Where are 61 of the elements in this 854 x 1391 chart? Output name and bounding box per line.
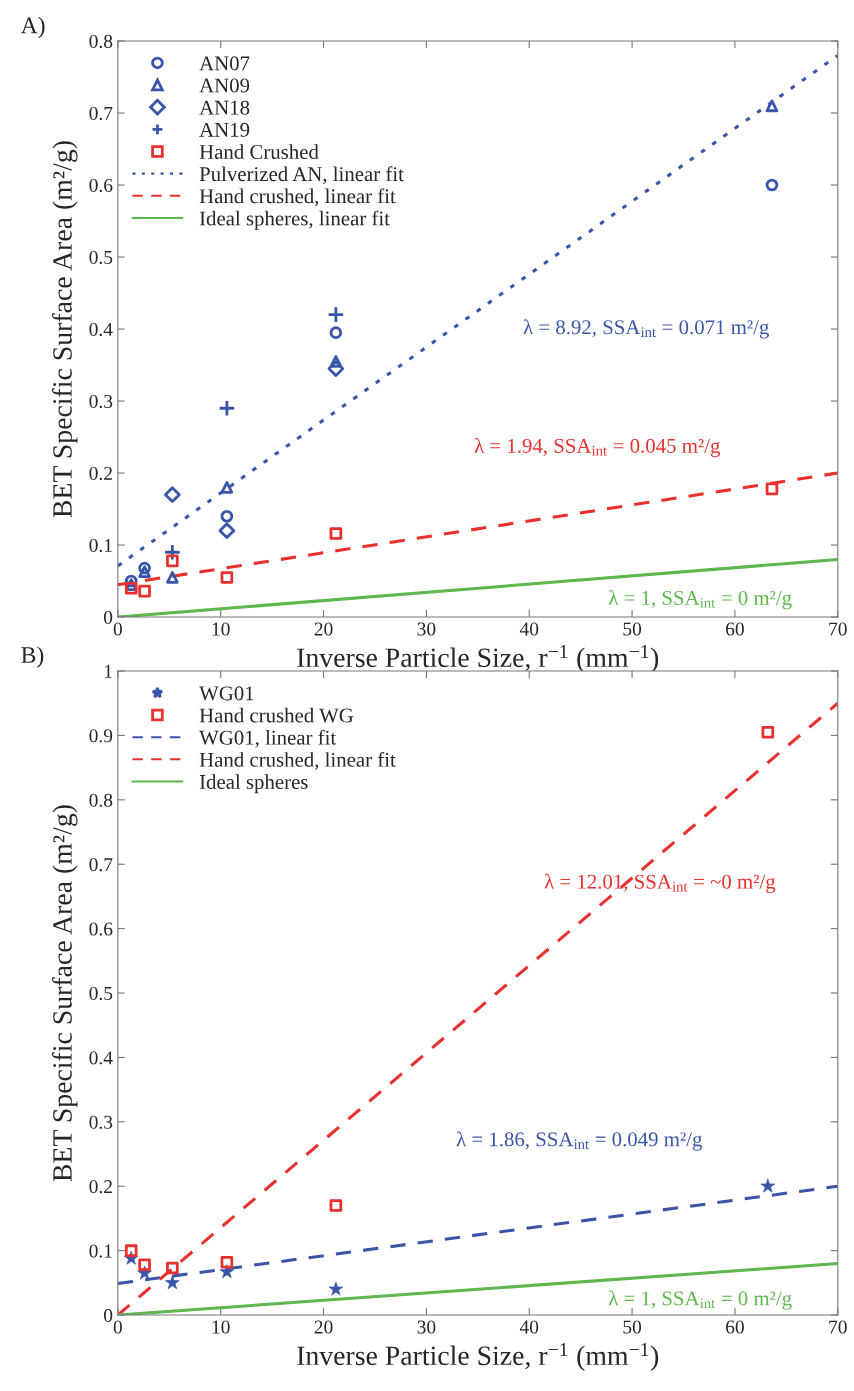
legend-label: Ideal spheres, linear fit [199,210,390,230]
x-tick-label: 60 [726,622,744,636]
y-tick-label: 0.4 [89,322,113,337]
y-tick-label: 0.3 [89,394,113,409]
x-tick-label: 40 [519,1320,539,1334]
y-tick-label: 0.1 [89,1244,112,1258]
y-tick-label: 1 [104,664,112,678]
legend-label: AN19 [199,122,250,137]
y-tick-label: 0.5 [89,986,113,1001]
legend-label: WG01, linear fit [199,729,337,748]
y-tick-label: 0.6 [89,178,113,193]
y-tick-label: 0.8 [89,34,113,49]
x-tick-label: 20 [314,1320,333,1334]
legend-label: WG01 [199,686,254,701]
x-tick-label: 30 [417,1320,436,1334]
y-tick-label: 0.5 [89,250,113,265]
x-tick-label: 40 [519,622,539,636]
chart-title: B) [21,646,44,668]
x-tick-label: 10 [212,1320,230,1334]
y-tick-label: 0.2 [89,466,112,481]
y-tick-label: 0.1 [89,538,112,553]
y-tick-label: 0.8 [89,793,113,807]
legend-label: Ideal spheres [199,774,308,794]
x-tick-label: 70 [829,622,847,636]
legend-label: Hand crushed WG [199,707,354,723]
legend-label: Pulverized AN, linear fit [199,166,404,185]
y-tick-label: 0.4 [89,1051,113,1065]
y-tick-label: 0 [104,610,113,624]
x-tick-label: 50 [623,622,642,636]
x-tick-label: 70 [829,1320,847,1334]
annotation: λ = 1, SSA$_{int}$ = 0 m²/g [608,1290,792,1310]
annotation: λ = 1.94, SSA$_{int}$ = 0.045 m²/g [474,438,720,458]
y-tick-label: 0.9 [89,729,113,743]
legend-label: Hand crushed, linear fit [199,188,396,207]
x-tick-label: 30 [417,622,436,636]
x-tick-label: 50 [623,1320,642,1334]
x-tick-label: 10 [212,622,230,636]
legend-label: AN18 [199,100,250,115]
x-tick-label: 0 [113,1320,122,1334]
legend-label: AN07 [199,56,250,71]
y-axis-title: BET Specific Surface Area (m²/g) [52,141,78,518]
y-axis-title: BET Specific Surface Area (m²/g) [52,805,78,1182]
x-axis-title: Inverse Particle Size, r$^{−1}$ (mm$^{−1}$) [297,1343,659,1371]
x-tick-label: 60 [726,1320,744,1334]
x-axis-title: Inverse Particle Size, r$^{−1}$ (mm$^{−1}$) [297,645,659,673]
legend-label: Hand Crushed [199,144,319,159]
y-tick-label: 0.3 [89,1115,113,1129]
y-tick-label: 0.6 [89,922,113,936]
chart-title: A) [20,16,45,39]
annotation: λ = 12.01, SSA$_{int}$ = ~0 m²/g [544,873,776,894]
y-tick-label: 0.7 [89,106,113,121]
y-tick-label: 0.2 [89,1180,112,1194]
annotation: λ = 1.86, SSA$_{int}$ = 0.049 m²/g [456,1131,702,1151]
legend-label: Hand crushed, linear fit [199,751,396,770]
y-tick-label: 0 [104,1308,113,1322]
annotation: λ = 8.92, SSA$_{int}$ = 0.071 m²/g [523,319,769,339]
x-tick-label: 20 [314,622,333,636]
y-tick-label: 0.7 [89,858,113,872]
annotation: λ = 1, SSA$_{int}$ = 0 m²/g [608,590,792,610]
x-tick-label: 0 [113,622,122,636]
legend-label: AN09 [199,78,250,93]
